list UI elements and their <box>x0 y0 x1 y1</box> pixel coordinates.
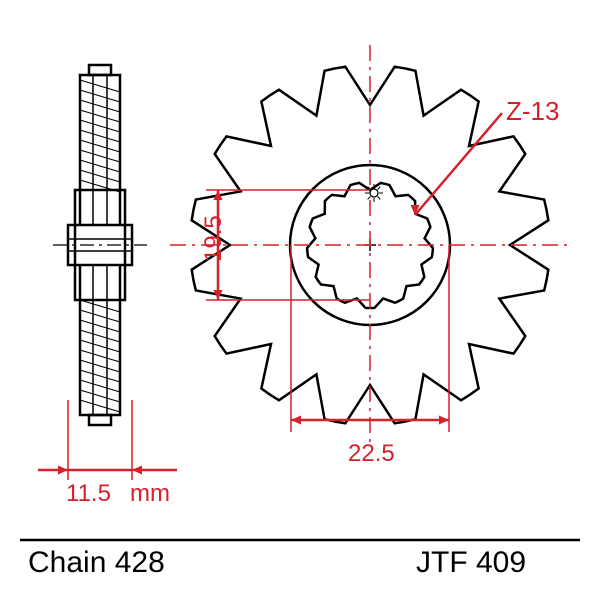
dim-22-5-label: 22.5 <box>348 440 395 468</box>
technical-drawing <box>0 0 600 600</box>
z-label: Z-13 <box>506 96 559 127</box>
footer-chain: Chain 428 <box>28 546 165 580</box>
drawing-canvas: 11.5 mm 22.5 19.5 Z-13 Chain 428 JTF 409 <box>0 0 600 600</box>
dim-19-5-label: 19.5 <box>200 215 228 262</box>
width-dim-unit: mm <box>130 480 170 508</box>
width-dim-label: 11.5 <box>66 480 111 508</box>
footer-part: JTF 409 <box>416 546 526 580</box>
